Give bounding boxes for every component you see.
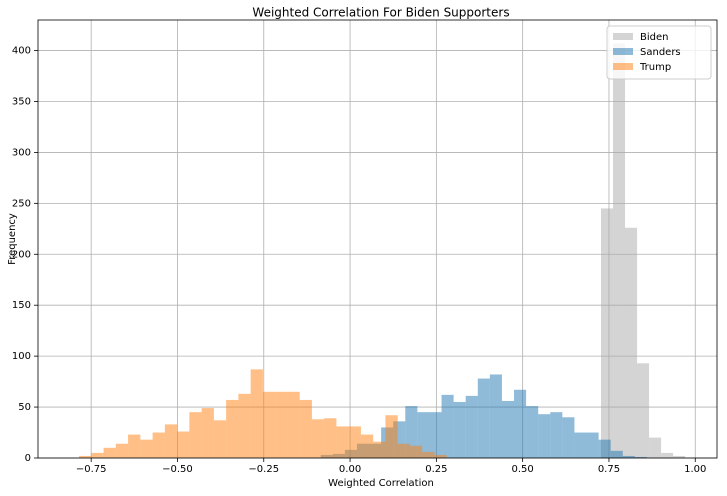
bar <box>538 414 551 458</box>
bar <box>429 412 442 458</box>
x-axis-label: Weighted Correlation <box>328 478 434 489</box>
bar <box>477 378 490 458</box>
y-tick-label: 250 <box>12 198 31 209</box>
bar <box>465 395 478 458</box>
bar <box>287 391 300 458</box>
bar <box>336 426 349 458</box>
bar <box>625 227 638 458</box>
bar <box>324 418 337 458</box>
y-tick-label: 150 <box>12 300 31 311</box>
bar <box>348 426 361 458</box>
plot-frame <box>37 19 718 459</box>
y-tick-label: 300 <box>12 147 31 158</box>
y-tick-label: 350 <box>12 96 31 107</box>
chart-title: Weighted Correlation For Biden Supporter… <box>252 6 509 20</box>
bar <box>526 406 539 458</box>
legend-label: Sanders <box>640 47 681 58</box>
bar <box>373 441 386 458</box>
bar <box>550 412 563 458</box>
bar <box>586 432 599 458</box>
y-tick-label: 200 <box>12 249 31 260</box>
y-tick-label: 400 <box>12 46 31 57</box>
bar <box>562 417 575 458</box>
bar <box>250 369 263 458</box>
legend-label: Biden <box>640 32 668 43</box>
bar <box>661 452 674 458</box>
x-tick-label: 1.00 <box>684 464 706 475</box>
legend-swatch <box>613 48 633 55</box>
bar <box>238 393 251 458</box>
bar <box>489 374 502 458</box>
bar <box>649 437 662 458</box>
bar <box>91 452 104 458</box>
bar <box>164 424 178 458</box>
bar <box>574 432 587 458</box>
bar <box>434 454 447 458</box>
legend-label: Trump <box>639 62 671 73</box>
legend-swatch <box>613 33 633 40</box>
bar <box>385 415 398 458</box>
bar <box>634 456 647 458</box>
bar <box>422 451 435 458</box>
bar <box>275 391 288 458</box>
bar <box>189 412 202 458</box>
bar <box>177 431 190 458</box>
bar <box>441 394 454 458</box>
bar <box>622 455 635 458</box>
bar <box>299 399 312 458</box>
bar <box>360 434 374 458</box>
bar <box>103 447 116 458</box>
x-tick-label: 0.50 <box>512 464 534 475</box>
bar <box>79 455 92 458</box>
bar <box>637 363 650 458</box>
x-tick-label: −0.25 <box>248 464 279 475</box>
bar <box>598 439 611 458</box>
bar <box>610 450 623 458</box>
x-tick-label: 0.25 <box>425 464 447 475</box>
y-tick-label: 0 <box>25 453 31 464</box>
bar <box>397 443 410 458</box>
bar <box>501 400 515 458</box>
bar <box>453 401 466 458</box>
bar <box>311 419 325 458</box>
bar <box>409 445 423 458</box>
bar <box>601 208 614 458</box>
x-tick-label: −0.75 <box>76 464 107 475</box>
bar <box>128 434 141 458</box>
bar <box>140 439 153 458</box>
y-tick-label: 50 <box>18 402 31 413</box>
x-tick-label: 0.75 <box>598 464 620 475</box>
bar <box>213 420 227 458</box>
bar <box>613 43 626 458</box>
bar <box>115 443 129 458</box>
bar <box>226 399 239 458</box>
bar <box>201 408 214 458</box>
bar <box>262 391 276 458</box>
y-tick-label: 100 <box>12 351 31 362</box>
bar <box>152 432 165 458</box>
bar <box>673 455 686 458</box>
legend-swatch <box>613 63 633 70</box>
x-tick-label: −0.50 <box>162 464 193 475</box>
bar <box>514 389 527 458</box>
x-tick-label: 0.00 <box>339 464 361 475</box>
y-axis-label: Frequency <box>7 213 18 265</box>
